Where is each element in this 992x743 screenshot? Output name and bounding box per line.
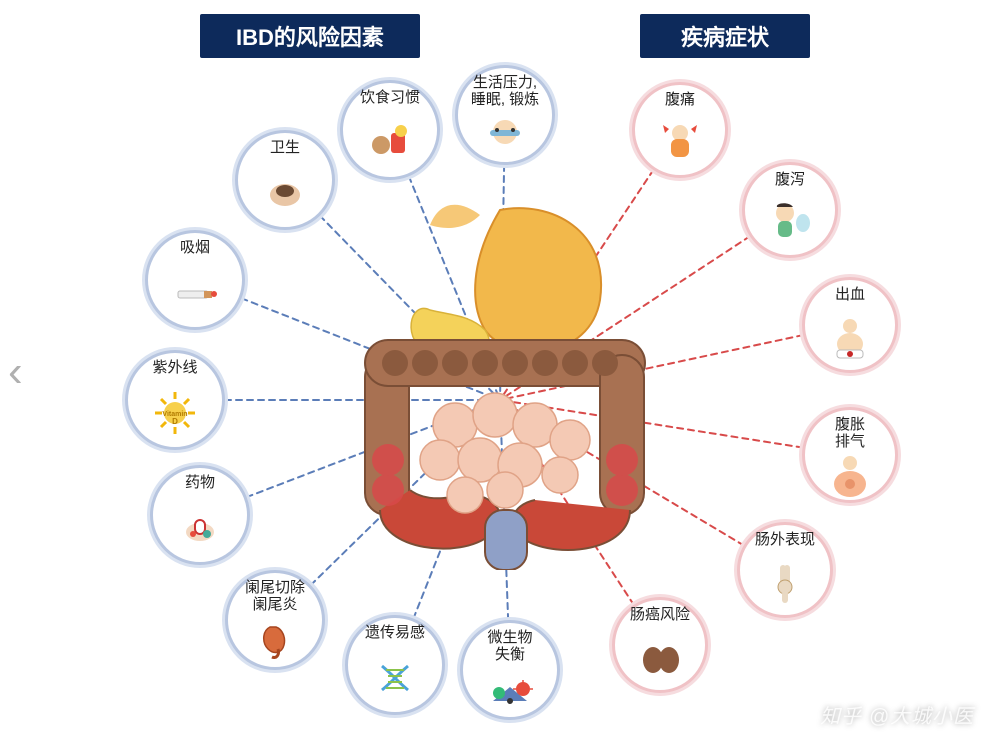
symptom-node-label: 出血 [835,286,865,303]
risk-node-genetic: 遗传易感 [345,615,445,715]
extra-icon [762,548,808,615]
risk-node-label: 药物 [185,474,215,491]
smoking-icon [172,256,218,327]
risk-node-label: 微生物 失衡 [487,629,532,664]
gi-tract-illustration [310,190,690,570]
header-risk: IBD的风险因素 [200,14,420,58]
symptom-node-diarrhea: 腹泻 [742,162,838,258]
risk-node-appendix: 阑尾切除 阑尾炎 [225,570,325,670]
header-symptom-label: 疾病症状 [681,20,769,52]
risk-node-uv: 紫外线VitaminD [125,350,225,450]
risk-node-stress: 生活压力, 睡眠, 锻炼 [455,65,555,165]
uv-icon: VitaminD [152,376,198,447]
symptom-node-label: 肠癌风险 [630,606,690,623]
risk-node-diet: 饮食习惯 [340,80,440,180]
diet-icon [367,106,413,177]
risk-node-label: 遗传易感 [365,624,425,641]
header-symptom: 疾病症状 [640,14,810,58]
risk-node-label: 饮食习惯 [360,89,420,106]
risk-node-smoking: 吸烟 [145,230,245,330]
risk-node-label: 阑尾切除 阑尾炎 [245,579,305,614]
symptom-node-bloating: 腹胀 排气 [802,407,898,503]
watermark-label: 知乎 @大城小医 [820,706,974,728]
risk-node-hygiene: 卫生 [235,130,335,230]
symptom-node-label: 肠外表现 [755,531,815,548]
hygiene-icon [262,156,308,227]
symptom-node-label: 腹胀 排气 [835,416,865,451]
pain-icon [657,108,703,175]
symptom-node-pain: 腹痛 [632,82,728,178]
bloating-icon [827,451,873,501]
genetic-icon [372,641,418,712]
nav-prev-glyph: ‹ [8,347,23,396]
risk-node-label: 卫生 [270,139,300,156]
symptom-node-label: 腹痛 [665,91,695,108]
diarrhea-icon [767,188,813,255]
bleeding-icon [827,303,873,370]
symptom-node-bleeding: 出血 [802,277,898,373]
svg-text:D: D [172,417,178,426]
appendix-icon [252,614,298,668]
nav-prev-icon[interactable]: ‹ [8,347,23,397]
stress-icon [482,109,528,163]
watermark-text: 知乎 @大城小医 [820,700,974,729]
risk-node-label: 生活压力, 睡眠, 锻炼 [471,74,539,109]
symptom-node-extra: 肠外表现 [737,522,833,618]
risk-node-microbio: 微生物 失衡 [460,620,560,720]
symptom-node-label: 腹泻 [775,171,805,188]
risk-node-drugs: 药物 [150,465,250,565]
drugs-icon [177,491,223,562]
microbio-icon [487,664,533,718]
risk-node-label: 紫外线 [152,359,197,376]
risk-node-label: 吸烟 [180,239,210,256]
header-risk-label: IBD的风险因素 [236,20,384,52]
symptom-node-cancer: 肠癌风险 [612,597,708,693]
cancer-icon [637,623,683,690]
